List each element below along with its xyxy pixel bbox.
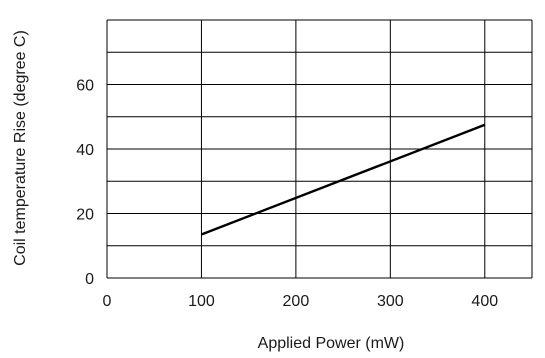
x-tick-labels: 0 100 200 300 400 (103, 293, 499, 310)
y-tick-label: 0 (85, 271, 94, 288)
x-tick-label: 300 (377, 293, 404, 310)
x-tick-label: 200 (283, 293, 310, 310)
y-tick-labels: 0 20 40 60 (76, 78, 94, 289)
series-line (200, 123, 486, 236)
x-axis-label: Applied Power (mW) (258, 335, 405, 352)
y-tick-label: 60 (76, 78, 94, 95)
x-tick-label: 100 (188, 293, 215, 310)
y-axis-label: Coil temperature Rise (degree C) (12, 30, 29, 266)
x-tick-label: 0 (103, 293, 112, 310)
x-tick-label: 400 (471, 293, 498, 310)
y-tick-label: 20 (76, 207, 94, 224)
series-group (200, 123, 486, 236)
grid-lines (106, 19, 533, 279)
y-tick-label: 40 (76, 142, 94, 159)
